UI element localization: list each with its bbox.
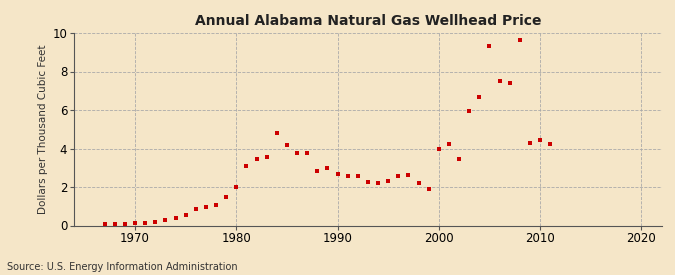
Point bbox=[383, 179, 394, 183]
Point bbox=[211, 203, 221, 207]
Point bbox=[190, 207, 201, 211]
Point bbox=[535, 138, 545, 142]
Point bbox=[292, 151, 302, 155]
Point bbox=[180, 213, 191, 217]
Point bbox=[454, 157, 464, 161]
Point bbox=[281, 142, 292, 147]
Point bbox=[322, 166, 333, 170]
Point bbox=[433, 146, 444, 151]
Title: Annual Alabama Natural Gas Wellhead Price: Annual Alabama Natural Gas Wellhead Pric… bbox=[194, 14, 541, 28]
Y-axis label: Dollars per Thousand Cubic Feet: Dollars per Thousand Cubic Feet bbox=[38, 45, 49, 214]
Point bbox=[504, 81, 515, 85]
Point bbox=[119, 221, 130, 226]
Point bbox=[443, 141, 454, 146]
Point bbox=[312, 168, 323, 173]
Point bbox=[332, 171, 343, 176]
Point bbox=[373, 181, 383, 185]
Point bbox=[403, 173, 414, 178]
Point bbox=[524, 141, 535, 145]
Point bbox=[261, 155, 272, 159]
Point bbox=[130, 221, 140, 225]
Point bbox=[464, 109, 475, 113]
Point bbox=[474, 95, 485, 100]
Text: Source: U.S. Energy Information Administration: Source: U.S. Energy Information Administ… bbox=[7, 262, 238, 272]
Point bbox=[545, 141, 556, 146]
Point bbox=[271, 131, 282, 135]
Point bbox=[109, 221, 120, 226]
Point bbox=[494, 79, 505, 83]
Point bbox=[413, 181, 424, 185]
Point bbox=[484, 43, 495, 48]
Point bbox=[241, 164, 252, 168]
Point bbox=[302, 151, 313, 155]
Point bbox=[200, 205, 211, 210]
Point bbox=[170, 216, 181, 220]
Point bbox=[362, 180, 373, 184]
Point bbox=[352, 174, 363, 179]
Point bbox=[251, 157, 262, 161]
Point bbox=[150, 220, 161, 224]
Point bbox=[393, 174, 404, 179]
Point bbox=[423, 187, 434, 191]
Point bbox=[342, 174, 353, 179]
Point bbox=[231, 185, 242, 189]
Point bbox=[99, 221, 110, 226]
Point bbox=[160, 218, 171, 222]
Point bbox=[140, 221, 151, 225]
Point bbox=[221, 194, 232, 199]
Point bbox=[514, 37, 525, 42]
